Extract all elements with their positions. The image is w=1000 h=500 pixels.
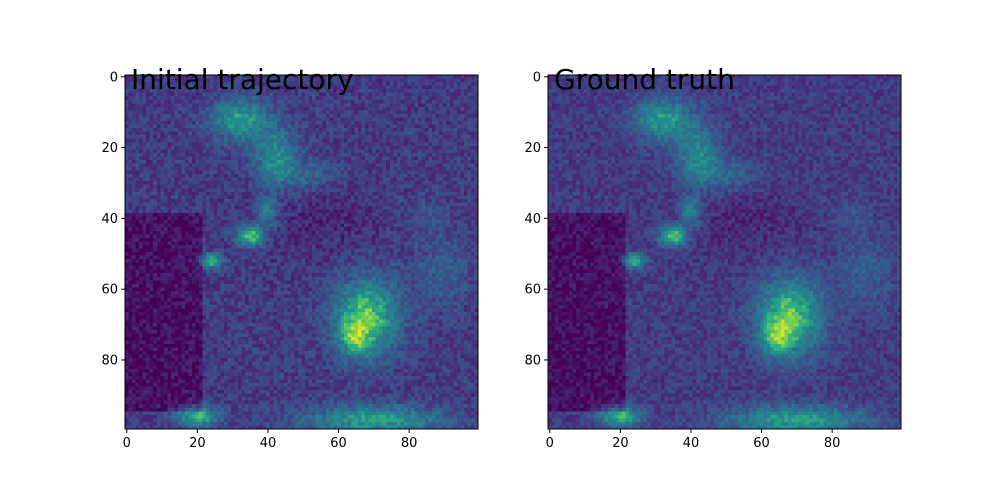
axes-frame — [124, 74, 479, 430]
x-tick-label: 0 — [546, 436, 554, 451]
x-tick-label: 80 — [824, 436, 841, 451]
x-tick-label: 60 — [753, 436, 770, 451]
x-tick-label: 0 — [123, 436, 131, 451]
y-tick-label: 40 — [524, 212, 541, 227]
panel-title: Initial trajectory — [131, 63, 354, 96]
x-tick-label: 20 — [612, 436, 629, 451]
y-tick-label: 80 — [524, 353, 541, 368]
x-tick-label: 20 — [189, 436, 206, 451]
x-tick-label: 80 — [401, 436, 418, 451]
heatmap-image-initial-trajectory — [125, 75, 478, 429]
panel-title: Ground truth — [554, 63, 735, 96]
y-tick-label: 40 — [101, 212, 118, 227]
axes-frame — [547, 74, 902, 430]
x-tick-label: 40 — [260, 436, 277, 451]
axis-ticks: 0 20 40 60 80 0 20 40 60 80 — [101, 70, 417, 451]
y-tick-label: 0 — [110, 70, 118, 85]
panel-initial-trajectory: 0 20 40 60 80 0 20 40 60 80 Initial trajectory — [101, 63, 479, 451]
y-tick-label: 60 — [524, 283, 541, 298]
y-tick-label: 0 — [533, 70, 541, 85]
axis-ticks: 0 20 40 60 80 0 20 40 60 80 — [524, 70, 840, 451]
y-tick-label: 20 — [524, 141, 541, 156]
y-tick-label: 80 — [101, 353, 118, 368]
heatmap-image-ground-truth — [548, 75, 901, 429]
panel-ground-truth: 0 20 40 60 80 0 20 40 60 80 Ground truth — [524, 63, 902, 451]
x-tick-label: 60 — [330, 436, 347, 451]
y-tick-label: 60 — [101, 283, 118, 298]
x-tick-label: 40 — [683, 436, 700, 451]
y-tick-label: 20 — [101, 141, 118, 156]
